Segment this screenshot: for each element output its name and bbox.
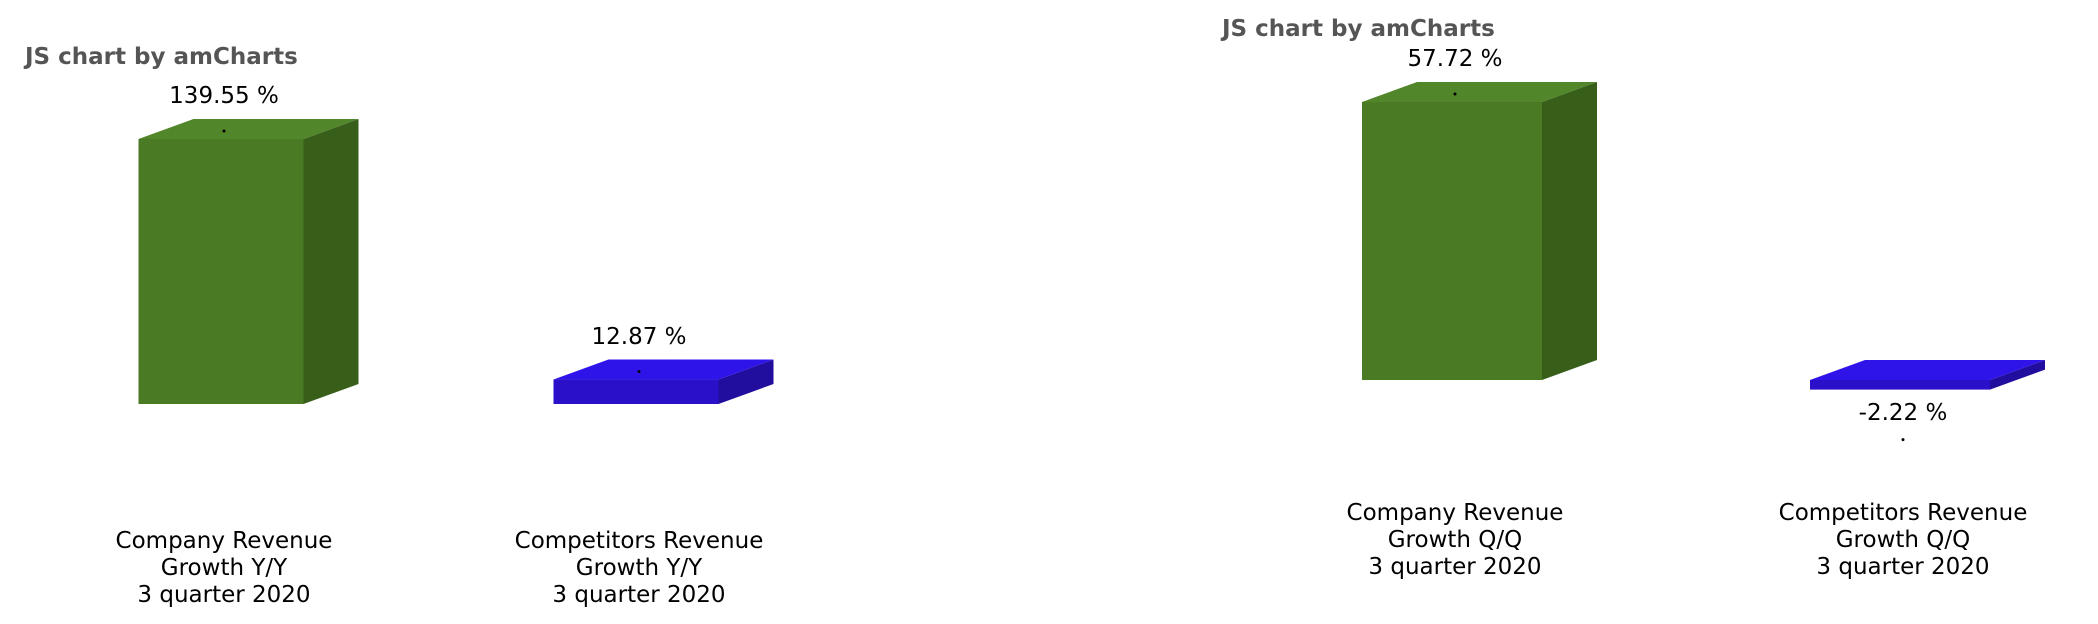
bar-column[interactable] (1362, 82, 1597, 380)
bar-value-label: 139.55 % (169, 83, 279, 109)
category-label: Competitors Revenue Growth Y/Y 3 quarter… (514, 528, 764, 608)
bar-top-face (138, 119, 359, 139)
bar-bullet (1453, 92, 1457, 96)
chart-credit[interactable]: JS chart by amCharts (1222, 16, 1495, 42)
category-label: Competitors Revenue Growth Q/Q 3 quarter… (1778, 500, 2028, 580)
chart-plot-area (138, 119, 774, 404)
chart-panel-qq: JS chart by amCharts 57.72 % -2.22 % Com… (1049, 0, 2098, 624)
bar-value-label: -2.22 % (1858, 399, 1948, 426)
bar-front-face (1810, 380, 1990, 390)
bar-front-face (138, 139, 304, 404)
bar-side-face (1542, 82, 1597, 380)
bar-column[interactable] (138, 119, 359, 404)
bar-bullet (637, 370, 641, 374)
bar-bullet (1901, 438, 1905, 442)
bar-value-label: 12.87 % (591, 323, 687, 350)
bar-top-face (553, 359, 774, 380)
bar-side-face (303, 119, 359, 404)
bar-side-face (1990, 360, 2045, 390)
chart-credit[interactable]: JS chart by amCharts (25, 44, 298, 70)
bar-top-face (1362, 82, 1597, 102)
bar-top-face (1810, 360, 2045, 380)
chart-plot-area (1362, 82, 2045, 442)
bar-side-face (718, 359, 774, 404)
bar-front-face (1362, 102, 1542, 380)
category-label: Company Revenue Growth Y/Y 3 quarter 202… (115, 528, 333, 608)
bar-column[interactable] (1810, 360, 2045, 390)
bar-column[interactable] (553, 359, 774, 404)
bar-bullet (222, 129, 226, 133)
bar-front-face (553, 379, 719, 404)
category-label: Company Revenue Growth Q/Q 3 quarter 202… (1346, 500, 1564, 580)
chart-panel-yy: JS chart by amCharts 139.55 % 12.87 % Co… (25, 44, 774, 608)
bar-value-label: 57.72 % (1407, 46, 1503, 72)
